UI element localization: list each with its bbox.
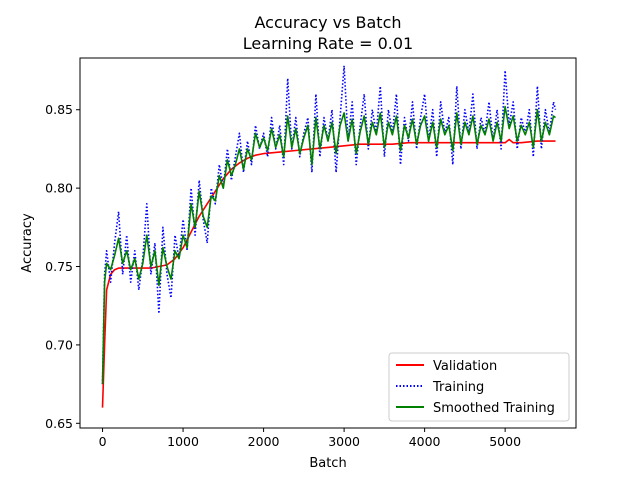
- x-tick-label: 0: [99, 434, 107, 449]
- y-tick-label: 0.70: [45, 337, 73, 352]
- x-tick-label: 5000: [489, 434, 521, 449]
- y-tick-label: 0.75: [45, 259, 73, 274]
- legend: Validation Training Smoothed Training: [389, 353, 569, 421]
- x-tick-label: 1000: [167, 434, 199, 449]
- y-tick-label: 0.65: [45, 416, 73, 431]
- x-tick-label: 3000: [328, 434, 360, 449]
- y-tick-label: 0.80: [45, 181, 73, 196]
- legend-label-training: Training: [432, 380, 484, 395]
- y-axis-label: Accuracy: [20, 213, 35, 273]
- chart-subtitle: Learning Rate = 0.01: [243, 34, 413, 53]
- chart-title: Accuracy vs Batch: [254, 13, 401, 32]
- legend-label-smoothed-training: Smoothed Training: [433, 401, 555, 416]
- legend-label-validation: Validation: [433, 359, 497, 374]
- y-tick-label: 0.85: [45, 102, 73, 117]
- x-tick-label: 2000: [248, 434, 280, 449]
- x-tick-label: 4000: [409, 434, 441, 449]
- x-axis-label: Batch: [309, 456, 346, 471]
